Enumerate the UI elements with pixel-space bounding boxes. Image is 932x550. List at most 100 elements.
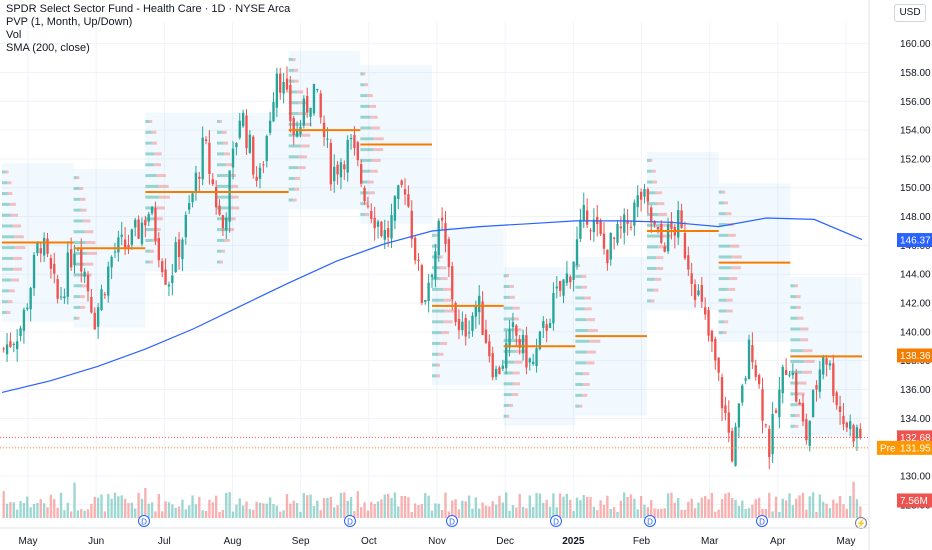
profile-row-down	[367, 94, 373, 98]
profile-row-up	[360, 202, 365, 206]
candle	[575, 226, 579, 270]
volume-bar	[629, 494, 633, 518]
profile-row-up	[647, 277, 655, 281]
volume-bar	[511, 505, 515, 518]
candle-body	[184, 215, 187, 238]
y-tick-label: 152.00	[900, 154, 931, 165]
profile-row-down	[294, 79, 299, 83]
price-tags: 146.37 138.36 132.68 Pre 131.95 7.56M	[877, 233, 932, 508]
volume-bar	[616, 511, 619, 518]
profile-row-up	[432, 363, 437, 367]
candle	[518, 334, 521, 355]
volume-indicator-label[interactable]: Vol	[6, 29, 22, 41]
profile-row-down	[229, 206, 240, 210]
profile-row-up	[575, 383, 584, 387]
volume-bar	[157, 493, 161, 518]
profile-row-down	[6, 310, 11, 314]
candle	[339, 158, 343, 190]
x-tick-label: Nov	[428, 536, 446, 547]
profile-row-up	[73, 262, 85, 266]
dividend-marker[interactable]: D	[550, 515, 562, 527]
profile-row-down	[443, 320, 453, 324]
profile-row-down	[516, 339, 527, 343]
candle-body	[329, 142, 333, 185]
volume-bar	[852, 481, 855, 518]
candle-body	[552, 292, 555, 324]
profile-row-down	[443, 287, 453, 291]
profile-row-up	[2, 310, 7, 314]
candle	[606, 249, 609, 271]
candle	[531, 353, 535, 366]
volume-bar	[46, 507, 49, 518]
candle	[430, 273, 434, 288]
candle	[771, 402, 774, 464]
price-tag-prefix-bg	[877, 440, 897, 455]
candle	[437, 218, 440, 262]
candle-body	[683, 233, 687, 259]
profile-row-up	[2, 181, 8, 185]
candle	[666, 217, 670, 254]
candle	[157, 232, 161, 268]
volume-bar	[444, 492, 447, 518]
profile-row-up	[217, 195, 229, 199]
pvp-indicator-label[interactable]: PVP (1, Month, Up/Down)	[6, 16, 133, 28]
sma-indicator-label[interactable]: SMA (200, close)	[6, 42, 90, 54]
candle	[154, 201, 157, 246]
profile-row-down	[440, 277, 448, 281]
volume-bar	[687, 501, 690, 518]
price-tag-pre: Pre 131.95	[877, 440, 932, 455]
profile-row-down	[156, 206, 165, 210]
volume-bar	[299, 511, 302, 518]
candle-body	[164, 269, 167, 285]
candle-body	[241, 112, 245, 127]
candle-body	[144, 219, 147, 226]
dividend-marker[interactable]: D	[344, 515, 356, 527]
candle	[333, 154, 336, 193]
profile-row-up	[288, 68, 294, 72]
y-tick-label: 134.00	[900, 414, 931, 425]
candle	[150, 205, 154, 216]
candle-body	[677, 210, 680, 238]
candle	[855, 424, 859, 451]
volume-bar	[795, 498, 798, 518]
candle	[852, 423, 855, 448]
profile-row-up	[503, 382, 513, 386]
dividend-marker[interactable]: D	[446, 515, 458, 527]
candle	[241, 109, 245, 128]
currency-button[interactable]: USD	[894, 4, 926, 22]
volume-bar	[751, 504, 754, 518]
time-axis[interactable]: May Jun Jul Aug Sep Oct Nov Dec 2025 Feb Mar Apr May	[0, 527, 870, 547]
candle	[336, 160, 339, 185]
candle-body	[5, 344, 9, 355]
profile-row-down	[223, 141, 229, 145]
dividend-marker[interactable]: D	[138, 515, 150, 527]
price-axis[interactable]: 128.00130.00132.00134.00136.00138.00140.…	[868, 0, 931, 550]
volume-bar	[177, 506, 181, 518]
volume-bar	[120, 495, 123, 518]
candle	[312, 83, 316, 116]
dividend-marker[interactable]: D	[756, 515, 768, 527]
volume-bar	[791, 505, 795, 518]
candle	[204, 136, 208, 145]
profile-row-down	[798, 392, 805, 396]
profile-row-up	[575, 274, 582, 278]
dividend-markers[interactable]: D D D D D D ⚡	[138, 515, 867, 529]
candle-body	[710, 330, 714, 342]
volume-bar	[859, 506, 862, 518]
profile-row-down	[369, 115, 378, 119]
candle	[373, 206, 376, 241]
candle-body	[107, 266, 110, 296]
symbol-title[interactable]: SPDR Select Sector Fund - Health Care · …	[6, 3, 291, 15]
profile-row-down	[79, 295, 85, 299]
volume-bar	[36, 502, 39, 518]
candle	[693, 279, 697, 308]
dividend-circle	[550, 515, 562, 527]
volume-bar	[761, 508, 764, 518]
candle-body	[818, 369, 822, 392]
candle-body	[606, 249, 609, 264]
profile-row-up	[575, 285, 582, 289]
dividend-marker[interactable]: D	[644, 515, 656, 527]
profile-row-up	[2, 289, 9, 293]
